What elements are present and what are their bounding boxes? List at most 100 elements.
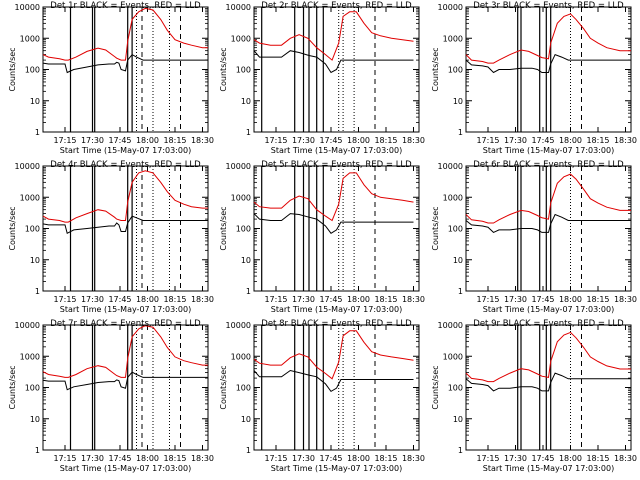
series-line-events — [253, 50, 414, 74]
x-tick-label: 18:00 — [559, 454, 582, 463]
series-line-events — [253, 369, 414, 393]
plot-frame — [253, 165, 420, 292]
y-tick-label: 1000 — [20, 193, 40, 202]
x-tick-label: 17:45 — [319, 295, 342, 304]
x-tick-label: 17:15 — [476, 136, 499, 145]
y-tick-label: 1 — [458, 287, 463, 296]
y-tick-label: 100 — [236, 384, 251, 393]
x-tick-label: 17:30 — [81, 454, 104, 463]
panel-det-1: 1 10 100 1000 10000 17:15 17:30 17:45 18:00 18:15… — [8, 1, 214, 155]
x-axis-label: Start Time (15-May-07 17:03:00) — [483, 146, 614, 155]
plot-frame — [42, 165, 209, 292]
panel-det-3: 1 10 100 1000 10000 17:15 17:30 17:45 18:00 18:15… — [431, 1, 637, 155]
plot-frame — [465, 165, 632, 292]
panel-title: Det 3r BLACK = Events, RED = LLD — [473, 1, 624, 11]
x-tick-label: 18:15 — [374, 295, 397, 304]
y-tick-label: 1 — [35, 446, 40, 455]
y-tick-label: 1 — [35, 287, 40, 296]
series-line-lld — [253, 330, 414, 380]
x-tick-label: 17:15 — [53, 295, 76, 304]
series-line-events — [42, 53, 208, 74]
series-line-lld — [42, 170, 208, 223]
x-tick-label: 18:00 — [136, 454, 159, 463]
x-tick-label: 17:15 — [476, 295, 499, 304]
x-tick-label: 18:00 — [136, 136, 159, 145]
y-axis-label: Counts/sec — [219, 47, 228, 91]
y-tick-label: 10 — [30, 97, 40, 106]
y-axis-label: Counts/sec — [431, 206, 440, 250]
x-tick-label: 18:15 — [586, 295, 609, 304]
series-line-lld — [253, 11, 414, 61]
series-line-events — [465, 372, 631, 392]
y-tick-label: 10000 — [226, 162, 251, 171]
x-tick-label: 18:30 — [191, 295, 214, 304]
y-tick-label: 10000 — [438, 321, 463, 330]
y-tick-label: 1000 — [20, 34, 40, 43]
y-axis-label: Counts/sec — [8, 365, 17, 409]
y-tick-label: 1 — [246, 446, 251, 455]
x-tick-label: 18:30 — [402, 295, 425, 304]
x-tick-label: 17:15 — [53, 136, 76, 145]
x-tick-label: 18:30 — [614, 454, 637, 463]
series-line-lld — [465, 331, 631, 383]
y-tick-label: 1000 — [443, 193, 463, 202]
x-tick-label: 17:45 — [108, 136, 131, 145]
y-tick-label: 1 — [246, 128, 251, 137]
y-tick-label: 1 — [246, 287, 251, 296]
y-tick-label: 10 — [241, 256, 251, 265]
panel-title: Det 4r BLACK = Events, RED = LLD — [50, 160, 201, 170]
x-tick-label: 17:45 — [319, 136, 342, 145]
y-tick-label: 100 — [236, 66, 251, 75]
x-tick-label: 17:30 — [292, 295, 315, 304]
x-axis-label: Start Time (15-May-07 17:03:00) — [60, 464, 191, 473]
panel-det-8: 1 10 100 1000 10000 17:15 17:30 17:45 18:00 18:15… — [219, 319, 425, 473]
series-line-events — [253, 213, 414, 234]
y-tick-label: 100 — [448, 66, 463, 75]
panel-det-5: 1 10 100 1000 10000 17:15 17:30 17:45 18:00 18:15… — [219, 160, 425, 314]
x-tick-label: 17:45 — [531, 295, 554, 304]
x-tick-label: 18:15 — [586, 136, 609, 145]
x-axis-label: Start Time (15-May-07 17:03:00) — [271, 146, 402, 155]
x-tick-label: 17:30 — [292, 136, 315, 145]
panel-det-9: 1 10 100 1000 10000 17:15 17:30 17:45 18:00 18:15… — [431, 319, 637, 473]
x-tick-label: 18:15 — [374, 454, 397, 463]
y-axis-label: Counts/sec — [431, 47, 440, 91]
y-tick-label: 100 — [25, 384, 40, 393]
y-axis-label: Counts/sec — [219, 206, 228, 250]
panel-title: Det 6r BLACK = Events, RED = LLD — [473, 160, 624, 170]
x-tick-label: 17:15 — [53, 454, 76, 463]
x-tick-label: 17:30 — [504, 454, 527, 463]
y-tick-label: 10000 — [226, 321, 251, 330]
series-line-events — [42, 371, 208, 391]
panel-title: Det 1r BLACK = Events, RED = LLD — [50, 1, 201, 11]
y-axis-label: Counts/sec — [8, 47, 17, 91]
panel-title: Det 7r BLACK = Events, RED = LLD — [50, 319, 201, 329]
x-tick-label: 18:00 — [347, 136, 370, 145]
x-tick-label: 18:00 — [347, 295, 370, 304]
x-tick-label: 17:45 — [531, 454, 554, 463]
series-line-events — [465, 53, 631, 74]
series-line-lld — [465, 173, 631, 224]
y-tick-label: 10 — [241, 415, 251, 424]
y-tick-label: 10000 — [15, 321, 40, 330]
x-tick-label: 18:30 — [402, 136, 425, 145]
panel-title: Det 9r BLACK = Events, RED = LLD — [473, 319, 624, 329]
y-tick-label: 10 — [453, 415, 463, 424]
x-tick-label: 18:15 — [163, 295, 186, 304]
x-tick-label: 18:30 — [191, 136, 214, 145]
x-axis-label: Start Time (15-May-07 17:03:00) — [483, 464, 614, 473]
panel-det-4: 1 10 100 1000 10000 17:15 17:30 17:45 18:00 18:15… — [8, 160, 214, 314]
y-tick-label: 1000 — [443, 352, 463, 361]
y-tick-label: 100 — [236, 225, 251, 234]
x-tick-label: 17:15 — [264, 136, 287, 145]
y-tick-label: 10000 — [438, 162, 463, 171]
x-tick-label: 17:30 — [504, 136, 527, 145]
y-tick-label: 1000 — [20, 352, 40, 361]
x-tick-label: 17:45 — [108, 295, 131, 304]
y-tick-label: 1000 — [443, 34, 463, 43]
series-line-lld — [253, 172, 414, 222]
x-axis-label: Start Time (15-May-07 17:03:00) — [271, 464, 402, 473]
x-tick-label: 17:30 — [504, 295, 527, 304]
x-tick-label: 18:15 — [374, 136, 397, 145]
